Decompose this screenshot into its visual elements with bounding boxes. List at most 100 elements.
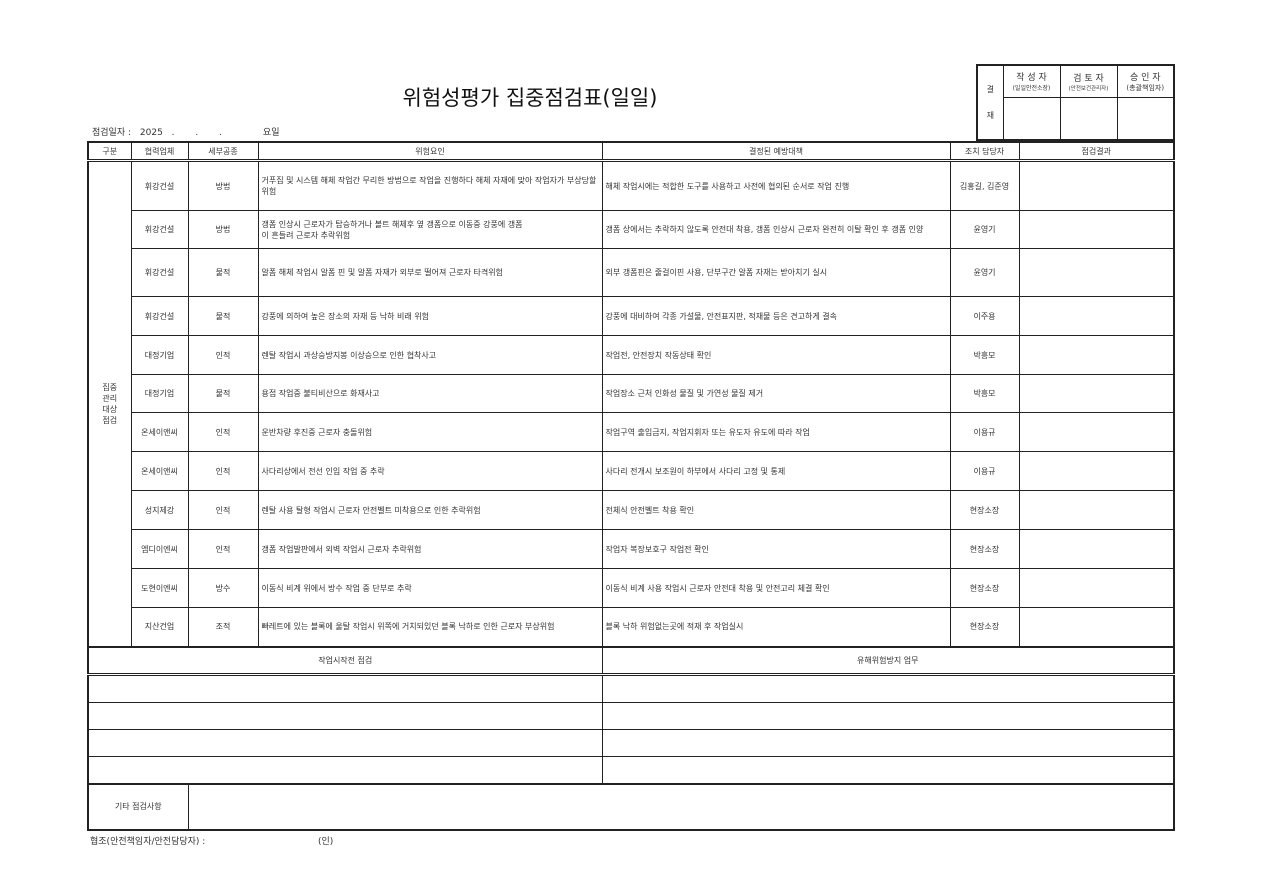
header-measure: 결정된 예방대책 [601, 141, 951, 162]
table-row: 대정기업 인적 렌탈 작업시 과상승방지봉 이상승으로 인한 협착사고 작업전, 안전… [88, 335, 1175, 375]
risk-cell: 강풍에 의하여 높은 장소의 자재 등 낙하 비래 위험 [257, 296, 603, 336]
header-result: 점검결과 [1018, 141, 1175, 162]
header-risk: 위험요인 [257, 141, 603, 162]
approval-label: 결 재 [976, 64, 1004, 141]
trade-cell: 방법 [187, 210, 259, 249]
table-row: 휘강건설 물적 알폼 해체 작업시 알폼 핀 및 알폼 자재가 외부로 떨어져 근로… [88, 248, 1175, 297]
result-field[interactable] [1018, 335, 1175, 375]
table-row: 온세이앤씨 인적 운반차량 후진중 근로자 충돌위험 작업구역 출입금지, 작업지휘자… [88, 412, 1175, 452]
role-title: (총괄책임자) [1126, 83, 1165, 92]
manager-cell: 이용규 [949, 412, 1020, 452]
etc-label: 기타 점검사항 [87, 782, 189, 830]
header-trade: 세부공종 [187, 141, 259, 162]
result-field[interactable] [1018, 529, 1175, 569]
hazard-prevention-field[interactable] [601, 755, 1175, 784]
company-cell: 대정기업 [130, 374, 189, 413]
risk-cell: 갱폼 인상시 근로자가 탑승하거나 볼트 해체후 옆 갱폼으로 이동중 강풍에 … [257, 210, 603, 249]
measure-cell: 작업장소 근처 인화성 물질 및 가연성 물질 제거 [601, 374, 951, 413]
hazard-prevention-field[interactable] [601, 728, 1175, 757]
result-field[interactable] [1018, 490, 1175, 530]
role: 승 인 자 [1129, 72, 1161, 83]
result-field[interactable] [1018, 607, 1175, 647]
risk-cell: 이동식 비계 위에서 방수 작업 중 단부로 추락 [257, 568, 603, 608]
pre-work-check-field[interactable] [87, 701, 603, 730]
manager-cell: 현장소장 [949, 529, 1020, 569]
table-row: 휘강건설 물적 강풍에 의하여 높은 장소의 자재 등 낙하 비래 위험 강풍에 대비… [88, 296, 1175, 336]
approval-reviewer: 검 토 자 (안전보건관리자) [1059, 64, 1118, 98]
result-field[interactable] [1018, 568, 1175, 608]
etc-field[interactable] [187, 782, 1175, 830]
pre-work-check-field[interactable] [87, 755, 603, 784]
risk-cell: 운반차량 후진중 근로자 충돌위험 [257, 412, 603, 452]
pre-work-check-field[interactable] [87, 728, 603, 757]
result-field[interactable] [1018, 296, 1175, 336]
measure-cell: 작업구역 출입금지, 작업지휘자 또는 유도자 유도에 따라 작업 [601, 412, 951, 452]
measure-cell: 블록 낙하 위험없는곳에 적재 후 작업실시 [601, 607, 951, 647]
manager-cell: 박흥모 [949, 335, 1020, 375]
approver-signature-field[interactable] [1116, 96, 1175, 141]
hazard-prevention-field[interactable] [601, 701, 1175, 730]
pre-work-check-field[interactable] [87, 673, 603, 703]
risk-cell: 거푸집 및 시스템 해체 작업간 무리한 방법으로 작업을 진행하다 해체 자재… [257, 160, 603, 211]
trade-cell: 인적 [187, 451, 259, 491]
risk-cell: 사다리상에서 전선 인입 작업 중 추락 [257, 451, 603, 491]
date-label: 점검일자 : [92, 128, 132, 138]
table-row: 온세이앤씨 인적 사다리상에서 전선 인입 작업 중 추락 사다리 전개시 보조원이 … [88, 451, 1175, 491]
risk-cell: 알폼 해체 작업시 알폼 핀 및 알폼 자재가 외부로 떨어져 근로자 타격위험 [257, 248, 603, 297]
risk-cell: 빠레트에 있는 블록에 울탈 작업시 위쪽에 거치되있던 블록 낙하로 인한 근… [257, 607, 603, 647]
risk-cell: 갱폼 작업발판에서 외벽 작업시 근로자 추락위험 [257, 529, 603, 569]
hazard-prevention-field[interactable] [601, 673, 1175, 703]
company-cell: 엠디이엔씨 [130, 529, 189, 569]
trade-cell: 물적 [187, 374, 259, 413]
trade-cell: 물적 [187, 296, 259, 336]
header-manager: 조치 담당자 [949, 141, 1020, 162]
trade-cell: 조적 [187, 607, 259, 647]
result-field[interactable] [1018, 412, 1175, 452]
footer: 협조(안전책임자/안전담당자) : (인) [90, 834, 333, 847]
result-field[interactable] [1018, 451, 1175, 491]
cooperation-label: 협조(안전책임자/안전담당자) : [90, 837, 206, 847]
header-company: 협력업체 [130, 141, 189, 162]
date-sep: . [195, 128, 199, 138]
role: 작 성 자 [1016, 73, 1047, 84]
result-field[interactable] [1018, 160, 1175, 211]
date-sep: . [219, 128, 223, 138]
date-year: 2025 [139, 128, 163, 138]
measure-cell: 강풍에 대비하여 각종 가설물, 안전표지판, 적재물 등은 견고하게 결속 [601, 296, 951, 336]
header-category: 구분 [87, 141, 132, 162]
hazard-prevention-header: 유해위험방지 업무 [601, 645, 1175, 676]
measure-cell: 이동식 비계 사용 작업시 근로자 안전대 착용 및 안전고리 체결 확인 [601, 568, 951, 608]
trade-cell: 방법 [187, 160, 259, 211]
measure-cell: 갱폼 상에서는 추락하지 않도록 안전대 착용, 갱폼 인상시 근로자 완전히 … [601, 210, 951, 249]
trade-cell: 방수 [187, 568, 259, 608]
measure-cell: 해체 작업시에는 적합한 도구를 사용하고 사전에 협의된 순서로 작업 진행 [601, 160, 951, 211]
approval-approver: 승 인 자 (총괄책임자) [1116, 64, 1175, 98]
measure-cell: 전체식 안전벨트 착용 확인 [601, 490, 951, 530]
company-cell: 휘강건설 [130, 210, 189, 249]
manager-cell: 이용규 [949, 451, 1020, 491]
result-field[interactable] [1018, 210, 1175, 249]
trade-cell: 인적 [187, 490, 259, 530]
result-field[interactable] [1018, 248, 1175, 297]
approval-box: 결 재 작 성 자 (일일안전소장) 검 토 자 (안전보건관리자) 승 인 자… [976, 64, 1175, 141]
company-cell: 온세이앤씨 [130, 451, 189, 491]
table-row: 대정기업 물적 용접 작업중 불티비산으로 화재사고 작업장소 근처 인화성 물질 및… [88, 374, 1175, 413]
reviewer-signature-field[interactable] [1059, 96, 1118, 141]
writer-signature-field[interactable] [1002, 96, 1061, 141]
manager-cell: 윤영기 [949, 210, 1020, 249]
result-field[interactable] [1018, 374, 1175, 413]
company-cell: 대정기업 [130, 335, 189, 375]
measure-cell: 작업자 복장보호구 작업전 확인 [601, 529, 951, 569]
risk-cell: 렌탈 사용 탈형 작업시 근로자 안전벨트 미착용으로 인한 추락위험 [257, 490, 603, 530]
measure-cell: 외부 갱폼핀은 줄걸이핀 사용, 단부구간 알폼 자재는 받아치기 실시 [601, 248, 951, 297]
date-weekday: 요일 [262, 128, 280, 138]
trade-cell: 인적 [187, 412, 259, 452]
seal-mark: (인) [318, 837, 334, 847]
table-row: 지산건업 조적 빠레트에 있는 블록에 울탈 작업시 위쪽에 거치되있던 블록 낙하… [88, 607, 1175, 647]
approval-label-top: 결 [986, 84, 994, 94]
company-cell: 휘강건설 [130, 296, 189, 336]
pre-work-check-header: 작업시작전 점검 [87, 645, 603, 676]
risk-cell: 렌탈 작업시 과상승방지봉 이상승으로 인한 협착사고 [257, 335, 603, 375]
company-cell: 성지제강 [130, 490, 189, 530]
table-row: 집중 관리 대상 점검 휘강건설 방법 거푸집 및 시스템 해체 작업간 무리한 방법… [87, 160, 1175, 647]
